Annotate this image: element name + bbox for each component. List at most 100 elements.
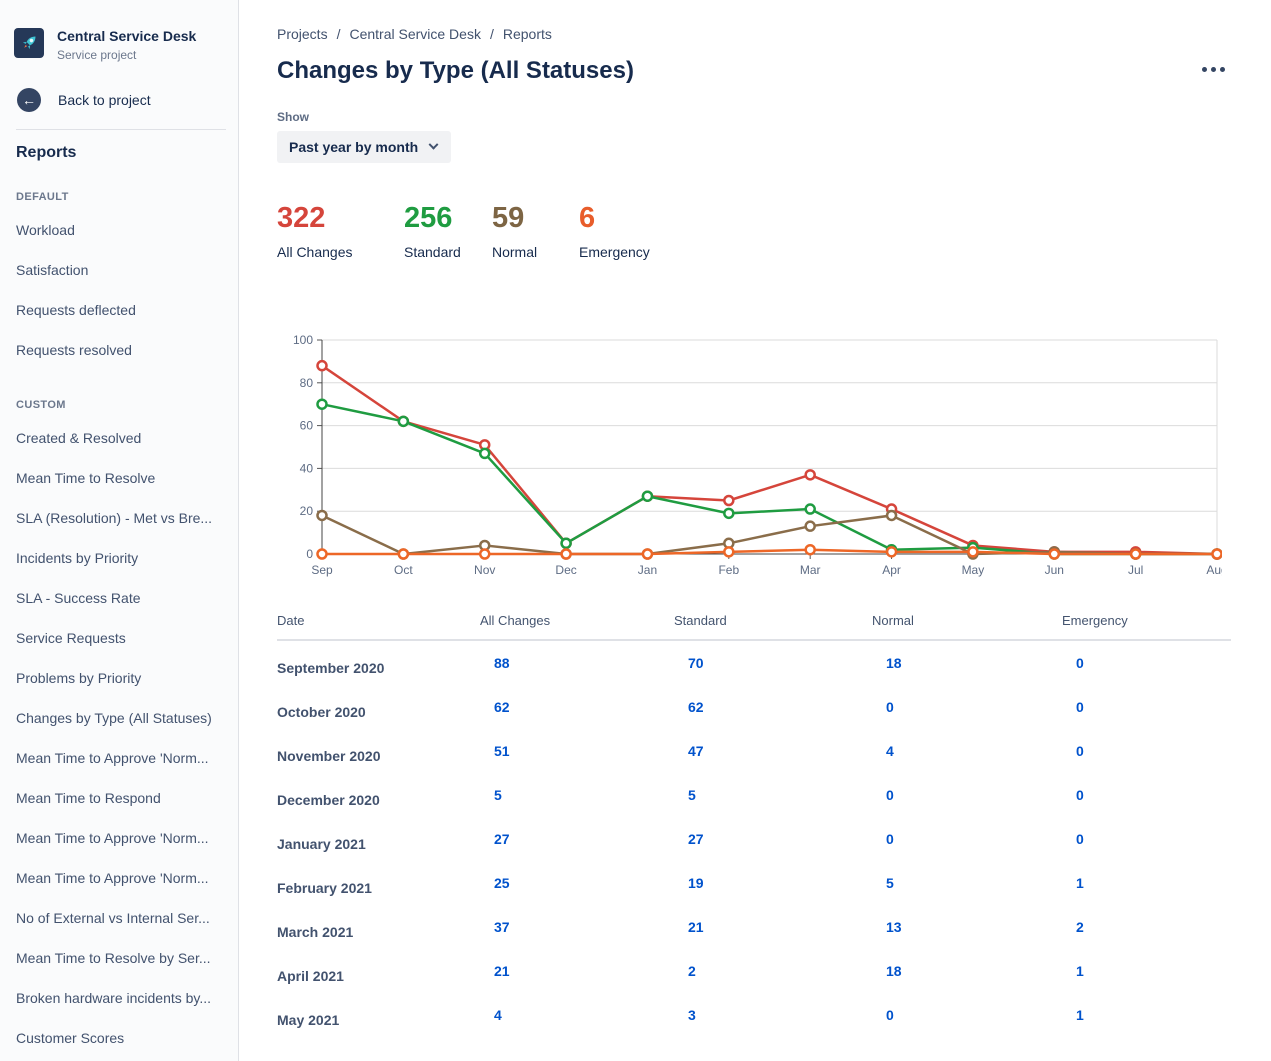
breadcrumb-link[interactable]: Projects [277, 26, 328, 42]
table-value-link[interactable]: 0 [886, 1007, 894, 1023]
more-options-button[interactable] [1196, 59, 1231, 80]
main-content: Projects / Central Service Desk / Reports Ch… [239, 0, 1271, 1061]
breadcrumb-separator: / [489, 26, 494, 42]
column-header-date: Date [277, 613, 305, 628]
table-value-link[interactable]: 62 [494, 699, 510, 715]
y-axis-tick-label: 80 [300, 376, 314, 390]
sidebar-item-mean-time-to-resolve-by-ser[interactable]: Mean Time to Resolve by Ser... [16, 950, 211, 966]
sidebar-item-no-of-external-vs-internal-ser[interactable]: No of External vs Internal Ser... [16, 910, 210, 926]
table-value-link[interactable]: 27 [494, 831, 510, 847]
sidebar-item-changes-by-type-all-statuses[interactable]: Changes by Type (All Statuses) [16, 710, 212, 726]
data-point-marker [804, 469, 816, 481]
sidebar-item-customer-scores[interactable]: Customer Scores [16, 1030, 125, 1046]
sidebar-item-created-resolved[interactable]: Created & Resolved [16, 430, 142, 446]
data-point-marker [967, 546, 979, 558]
row-date-label: May 2021 [277, 1012, 340, 1028]
sidebar-item-sla-resolution-met-vs-bre[interactable]: SLA (Resolution) - Met vs Bre... [16, 510, 213, 526]
nav-section: CUSTOM Created & Resolved Mean Time to Res… [0, 370, 238, 1058]
x-axis-tick-label: Dec [555, 563, 576, 577]
table-value-link[interactable]: 70 [688, 655, 704, 671]
table-value-link[interactable]: 18 [886, 963, 902, 979]
sidebar-item-sla-success-rate[interactable]: SLA - Success Rate [16, 590, 141, 606]
table-value-link[interactable]: 0 [886, 831, 894, 847]
sidebar-item-mean-time-to-resolve[interactable]: Mean Time to Resolve [16, 470, 156, 486]
table-row: March 2021 37 21 13 2 [277, 905, 1231, 949]
sidebar-item-workload[interactable]: Workload [16, 222, 75, 238]
table-value-link[interactable]: 2 [688, 963, 696, 979]
x-axis-tick-label: Apr [882, 563, 901, 577]
row-date-label: September 2020 [277, 660, 385, 676]
sidebar-item-mean-time-to-approve-norm[interactable]: Mean Time to Approve 'Norm... [16, 830, 209, 846]
table-value-link[interactable]: 2 [1076, 919, 1084, 935]
sidebar-item-broken-hardware-incidents-by[interactable]: Broken hardware incidents by... [16, 990, 212, 1006]
table-value-link[interactable]: 47 [688, 743, 704, 759]
table-value-link[interactable]: 37 [494, 919, 510, 935]
table-value-link[interactable]: 13 [886, 919, 902, 935]
stat-value: 59 [492, 202, 525, 234]
breadcrumb-link[interactable]: Reports [502, 26, 552, 42]
table-value-link[interactable]: 0 [1076, 655, 1084, 671]
table-value-link[interactable]: 0 [1076, 743, 1084, 759]
stat-label: Normal [492, 244, 538, 260]
column-header-all-changes: All Changes [480, 613, 551, 628]
table-value-link[interactable]: 5 [688, 787, 696, 803]
table-row: May 2021 4 3 0 1 [277, 993, 1231, 1037]
report-table: Date All Changes Standard Normal Emergency S… [277, 613, 1231, 1037]
sidebar-item-mean-time-to-approve-norm[interactable]: Mean Time to Approve 'Norm... [16, 870, 209, 886]
table-value-link[interactable]: 5 [494, 787, 502, 803]
table-value-link[interactable]: 4 [494, 1007, 502, 1023]
y-axis-tick-label: 100 [293, 333, 313, 347]
stat-value: 322 [277, 202, 326, 234]
table-value-link[interactable]: 5 [886, 875, 894, 891]
sidebar: Central Service Desk Service project ← B… [0, 0, 239, 1061]
table-value-link[interactable]: 18 [886, 655, 902, 671]
table-value-link[interactable]: 1 [1076, 963, 1084, 979]
sidebar-item-mean-time-to-approve-norm[interactable]: Mean Time to Approve 'Norm... [16, 750, 209, 766]
data-point-marker [560, 548, 572, 560]
table-value-link[interactable]: 19 [688, 875, 704, 891]
table-value-link[interactable]: 0 [1076, 699, 1084, 715]
table-value-link[interactable]: 25 [494, 875, 510, 891]
table-value-link[interactable]: 1 [1076, 1007, 1084, 1023]
back-to-project-button[interactable]: ← Back to project [0, 62, 238, 112]
row-date-label: November 2020 [277, 748, 381, 764]
series-line-emergency [322, 548, 1217, 556]
table-row: November 2020 51 47 4 0 [277, 729, 1231, 773]
table-value-link[interactable]: 21 [688, 919, 704, 935]
sidebar-item-incidents-by-priority[interactable]: Incidents by Priority [16, 550, 139, 566]
back-arrow-icon: ← [17, 88, 41, 112]
reports-nav: DEFAULT Workload Satisfaction Requests defl… [0, 162, 238, 1058]
x-axis-tick-label: Jun [1045, 563, 1064, 577]
table-value-link[interactable]: 0 [1076, 831, 1084, 847]
table-value-link[interactable]: 88 [494, 655, 510, 671]
sidebar-item-requests-resolved[interactable]: Requests resolved [16, 342, 132, 358]
table-value-link[interactable]: 21 [494, 963, 510, 979]
data-point-marker [478, 447, 491, 460]
table-value-link[interactable]: 62 [688, 699, 704, 715]
data-point-marker [723, 507, 735, 520]
table-value-link[interactable]: 3 [688, 1007, 696, 1023]
changes-line-chart: 0 20 40 60 80 100 Sep Oct Nov Dec Jan Feb Mar Apr May J… [277, 333, 1231, 585]
sidebar-item-service-requests[interactable]: Service Requests [16, 630, 126, 646]
table-value-link[interactable]: 0 [886, 699, 894, 715]
column-header-normal: Normal [872, 613, 914, 628]
data-point-marker [560, 537, 572, 550]
summary-stats: 322 All Changes 256 Standard 59 Normal 6 Emerge… [277, 202, 1231, 261]
table-value-link[interactable]: 51 [494, 743, 510, 759]
breadcrumb-link[interactable]: Central Service Desk [349, 26, 481, 42]
table-value-link[interactable]: 0 [886, 787, 894, 803]
table-value-link[interactable]: 27 [688, 831, 704, 847]
table-value-link[interactable]: 0 [1076, 787, 1084, 803]
table-value-link[interactable]: 4 [886, 743, 894, 759]
sidebar-item-mean-time-to-respond[interactable]: Mean Time to Respond [16, 790, 161, 806]
data-point-marker [804, 503, 816, 515]
table-value-link[interactable]: 1 [1076, 875, 1084, 891]
x-axis-tick-label: May [962, 563, 985, 577]
sidebar-item-problems-by-priority[interactable]: Problems by Priority [16, 670, 142, 686]
time-range-dropdown[interactable]: Past year by month [277, 131, 452, 163]
sidebar-item-satisfaction[interactable]: Satisfaction [16, 262, 89, 278]
sidebar-item-requests-deflected[interactable]: Requests deflected [16, 302, 136, 318]
data-point-marker [885, 546, 898, 558]
row-date-label: December 2020 [277, 792, 380, 808]
